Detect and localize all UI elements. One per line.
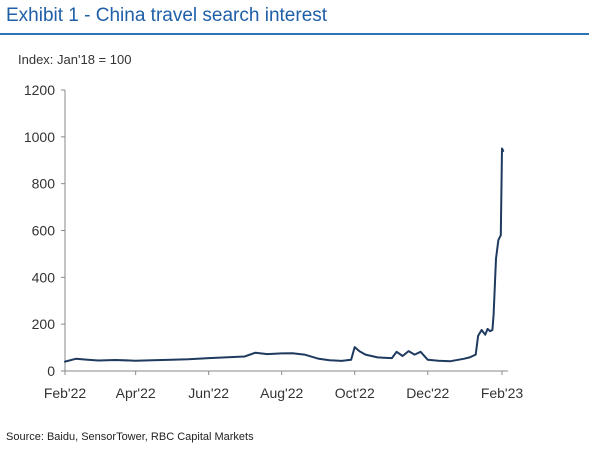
source-note: Source: Baidu, SensorTower, RBC Capital …: [6, 431, 254, 443]
y-tick-label: 600: [32, 223, 56, 239]
line-chart: 0 200 400 600 800 1000 1200 Feb'22 Apr'22 Jun'22 A…: [24, 82, 524, 401]
x-tick-label: Dec'22: [406, 385, 449, 401]
plot-area: 0 200 400 600 800 1000 1200 Feb'22 Apr'22 Jun'22 A…: [24, 82, 524, 401]
series-line: [64, 147, 505, 363]
title-divider: [0, 33, 589, 35]
x-tick-label: Jun'22: [188, 385, 229, 401]
x-tick-label: Feb'23: [481, 385, 524, 401]
y-tick-label: 1200: [24, 82, 55, 98]
y-tick-label: 1000: [24, 129, 55, 145]
y-tick-label: 800: [32, 176, 56, 192]
y-tick-label: 400: [32, 269, 56, 285]
x-tick-label: Feb'22: [44, 385, 87, 401]
chart-title: Exhibit 1 - China travel search interest: [6, 5, 328, 26]
y-tick-label: 200: [32, 316, 56, 332]
x-tick-label: Apr'22: [116, 385, 156, 401]
y-axis-unit-label: Index: Jan'18 = 100: [18, 52, 132, 67]
x-tick-label: Aug'22: [260, 385, 303, 401]
y-tick-label: 0: [47, 363, 55, 379]
x-tick-label: Oct'22: [335, 385, 375, 401]
